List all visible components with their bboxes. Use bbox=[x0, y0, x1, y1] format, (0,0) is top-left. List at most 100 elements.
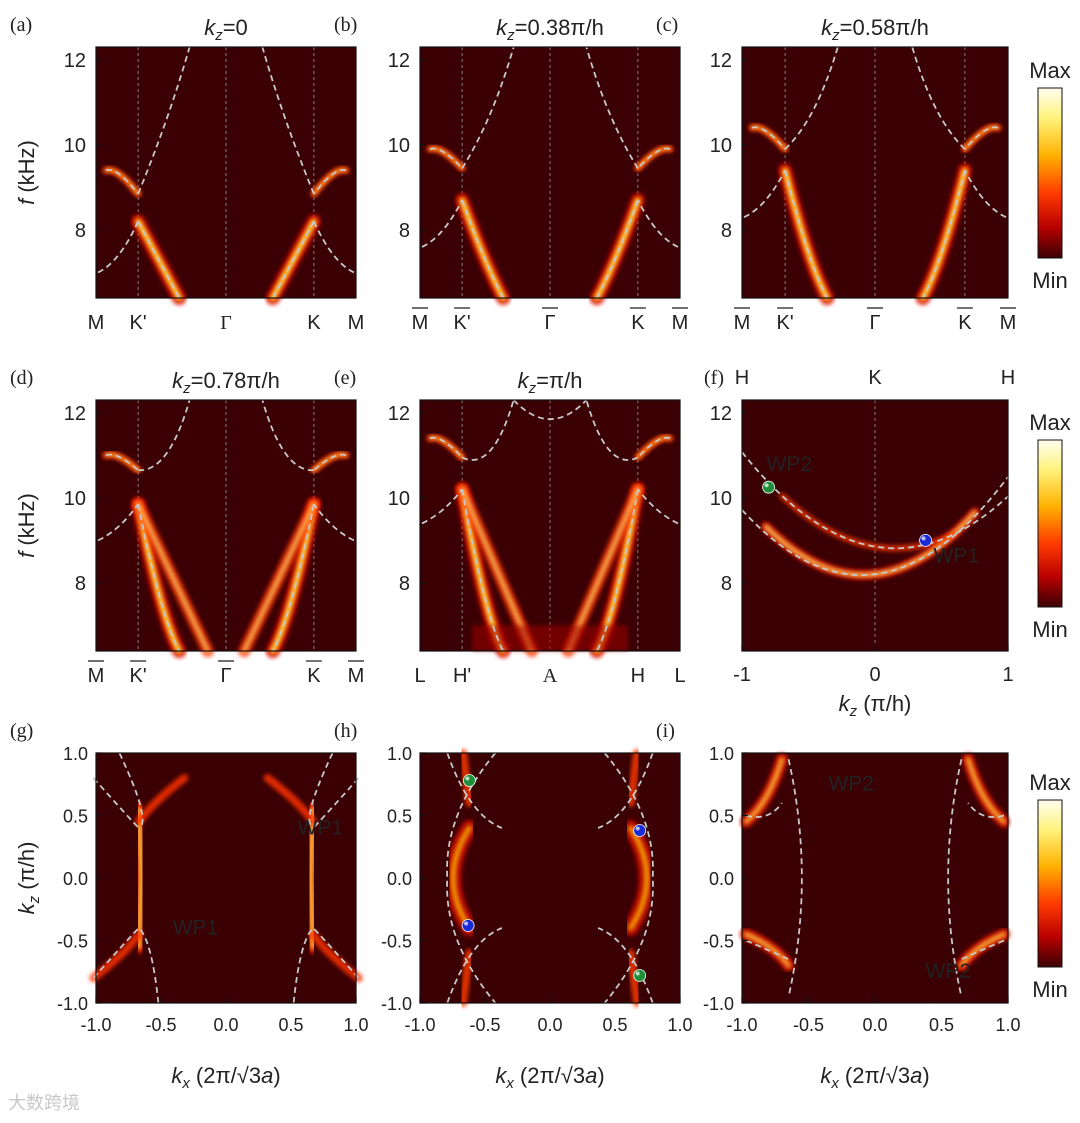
intensity-band bbox=[136, 806, 145, 950]
colorbar-gradient bbox=[1037, 439, 1063, 608]
panel-letter: (i) bbox=[656, 720, 675, 742]
y-tick-label: 1.0 bbox=[709, 744, 734, 764]
x-tick-label: -0.5 bbox=[145, 1015, 176, 1035]
intensity-band bbox=[263, 774, 318, 826]
y-tick-label: 8 bbox=[399, 573, 410, 595]
plot-border bbox=[419, 46, 681, 299]
y-axis-label: kz (π/h) bbox=[14, 842, 43, 915]
weyl-point-marker bbox=[461, 919, 475, 932]
band-curve bbox=[947, 759, 963, 997]
intensity-band bbox=[743, 932, 791, 968]
y-tick-label: 10 bbox=[710, 488, 732, 510]
weyl-point-highlight bbox=[764, 483, 769, 488]
band-curve bbox=[446, 927, 503, 1004]
x-tick-label: M bbox=[88, 665, 105, 687]
x-tick-label: -0.5 bbox=[793, 1015, 824, 1035]
panel-letter: (b) bbox=[334, 14, 357, 36]
x-tick-label: M bbox=[1000, 312, 1017, 334]
x-tick-label: K' bbox=[130, 312, 147, 334]
y-tick-label: 12 bbox=[710, 403, 732, 425]
band-curve bbox=[421, 488, 463, 525]
x-axis-label: kx (2π/√3a) bbox=[171, 1063, 280, 1092]
colorbar-min-label: Min bbox=[1032, 617, 1067, 642]
intensity-band bbox=[307, 806, 316, 950]
intensity-band bbox=[743, 757, 784, 824]
intensity-band bbox=[89, 930, 143, 982]
band-curve bbox=[741, 451, 1009, 550]
band-curve bbox=[585, 46, 639, 169]
panel-title: kz=0.78π/h bbox=[172, 368, 280, 397]
plot-border bbox=[95, 46, 357, 299]
x-tick-label: K bbox=[631, 312, 645, 334]
band-curve bbox=[745, 802, 783, 818]
x-axis-label: kx (2π/√3a) bbox=[495, 1063, 604, 1092]
x-tick-label: 0.5 bbox=[278, 1015, 303, 1035]
x-tick-label: L bbox=[674, 665, 685, 687]
panel-7: WP1 WP1 (g) -1.0 -0.5 0.0 0.5 1.0 -1.0 -0.5 0.0 0.5… bbox=[10, 720, 369, 1092]
panel-1: kz=0 (a) 8 10 12 f (kHz) M K' Γ K M bbox=[10, 14, 364, 334]
x-tick-label: 0.5 bbox=[602, 1015, 627, 1035]
band-curve bbox=[597, 752, 654, 829]
band-curve bbox=[97, 503, 139, 542]
intensity-band bbox=[242, 502, 316, 653]
band-curve bbox=[596, 199, 639, 299]
panel-title: kz=0 bbox=[204, 15, 248, 44]
band-curve bbox=[137, 220, 180, 299]
y-tick-label: 10 bbox=[710, 135, 732, 157]
weyl-point-marker bbox=[762, 480, 775, 494]
y-tick-label: -1.0 bbox=[57, 994, 88, 1014]
band-curve bbox=[961, 939, 1005, 961]
band-curve bbox=[784, 46, 839, 150]
band-curve bbox=[313, 453, 347, 471]
y-tick-label: -0.5 bbox=[381, 932, 412, 952]
y-tick-label: -1.0 bbox=[703, 994, 734, 1014]
intensity-band bbox=[450, 825, 472, 931]
weyl-point-marker bbox=[633, 824, 647, 837]
band-curve bbox=[105, 453, 139, 471]
band-curve bbox=[597, 927, 654, 1004]
band-curve bbox=[751, 126, 786, 150]
x-tick-label: Γ bbox=[220, 665, 231, 687]
band-curve bbox=[461, 399, 515, 461]
watermark: 大数跨境 bbox=[8, 1093, 80, 1114]
intensity-band bbox=[134, 774, 189, 826]
y-tick-label: 0.0 bbox=[63, 869, 88, 889]
x-tick-label: M bbox=[88, 312, 105, 334]
weyl-point-marker bbox=[633, 969, 647, 982]
weyl-point-label: WP2 bbox=[767, 453, 813, 476]
panel-letter: (d) bbox=[10, 367, 33, 389]
colorbar-gradient bbox=[1037, 799, 1063, 968]
y-tick-label: 0.5 bbox=[709, 807, 734, 827]
band-curve bbox=[446, 752, 503, 829]
weyl-point-highlight bbox=[635, 971, 640, 976]
x-tick-label: -1.0 bbox=[726, 1015, 757, 1035]
x-tick-label: M bbox=[734, 312, 751, 334]
colorbar-gradient bbox=[1037, 87, 1063, 259]
intensity-band bbox=[628, 825, 650, 931]
y-tick-label: 12 bbox=[64, 50, 86, 72]
x-tick-label: H' bbox=[453, 665, 471, 687]
x-tick-label: M bbox=[348, 312, 365, 334]
x-tick-label: K bbox=[958, 312, 972, 334]
x-tick-label: K bbox=[307, 312, 321, 334]
band-curve bbox=[461, 199, 504, 299]
weyl-point-label: WP1 bbox=[298, 816, 344, 839]
y-tick-label: 1.0 bbox=[387, 744, 412, 764]
x-tick-label: 1.0 bbox=[995, 1015, 1020, 1035]
panel-9: WP2 WP2 (i) -1.0 -0.5 0.0 0.5 1.0 -1.0 -0.5 0.0 0.5… bbox=[656, 720, 1021, 1092]
plot-border bbox=[741, 46, 1009, 299]
panel-2: kz=0.38π/h (b) 8 10 12 M K' Γ K M bbox=[334, 14, 688, 334]
weyl-point-label: WP1 bbox=[173, 916, 219, 939]
x-tick-label: M bbox=[348, 665, 365, 687]
y-tick-label: 8 bbox=[721, 573, 732, 595]
band-curve bbox=[637, 199, 679, 248]
band-curve bbox=[967, 802, 1005, 818]
x-tick-label: -1 bbox=[733, 664, 751, 686]
intensity-band bbox=[136, 502, 210, 653]
intensity-patch bbox=[472, 625, 628, 651]
panel-letter: (c) bbox=[656, 14, 678, 36]
y-tick-label: 10 bbox=[64, 488, 86, 510]
y-tick-label: 10 bbox=[388, 488, 410, 510]
y-axis-label: f (kHz) bbox=[14, 493, 39, 558]
